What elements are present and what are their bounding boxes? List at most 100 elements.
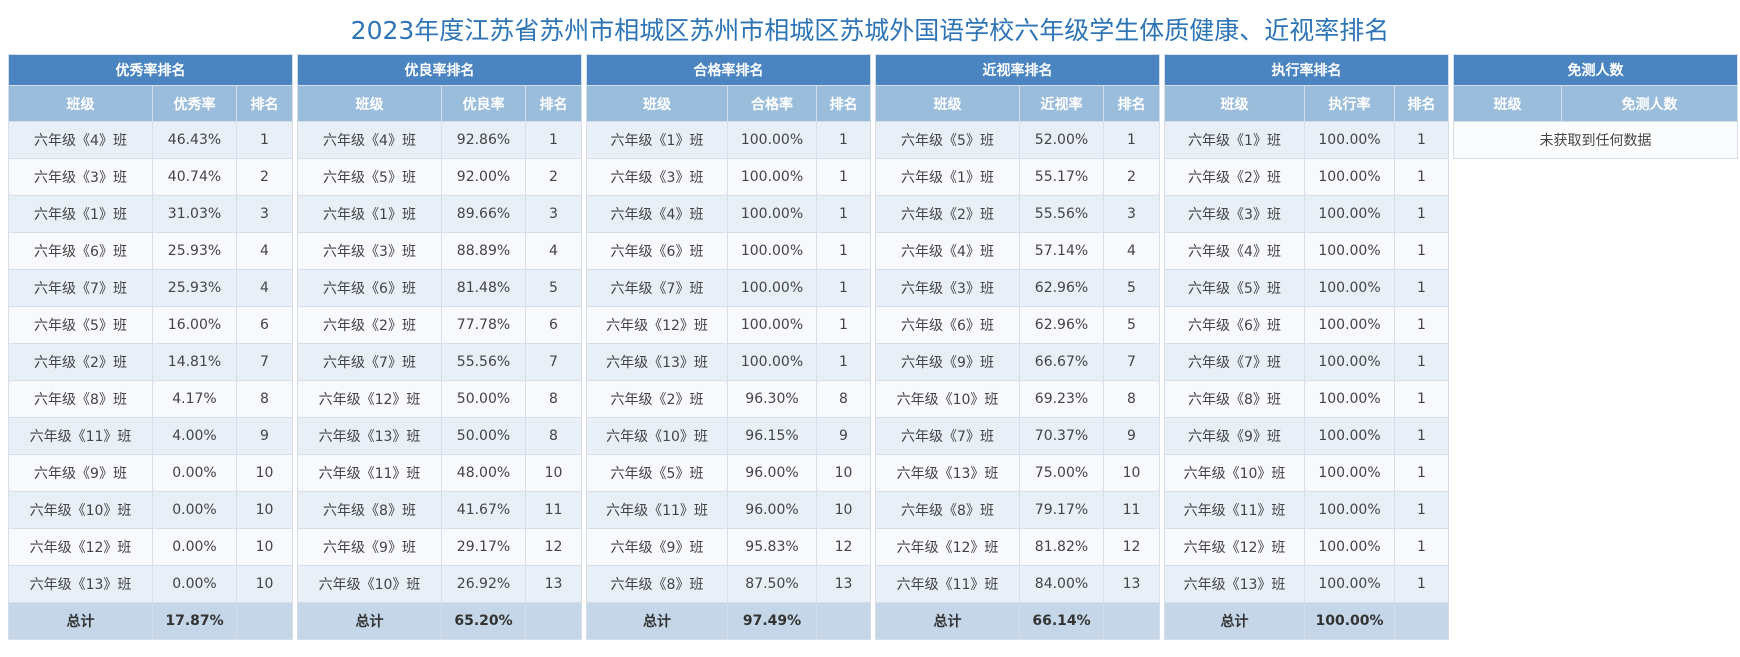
class-cell: 六年级《11》班: [586, 491, 728, 529]
rate-cell: 100.00%: [1304, 565, 1395, 603]
rate-cell: 70.37%: [1019, 417, 1104, 455]
table-row: 六年级《11》班 84.00% 13: [875, 565, 1161, 603]
rank-cell: 2: [1102, 158, 1161, 196]
table-row: 六年级《6》班 81.48% 5: [297, 269, 583, 307]
class-cell: 六年级《11》班: [1164, 491, 1305, 529]
table-row: 六年级《5》班 92.00% 2: [297, 158, 583, 196]
class-cell: 六年级《12》班: [875, 528, 1020, 566]
rate-cell: 100.00%: [727, 158, 817, 196]
rank-cell: 1: [1393, 306, 1450, 344]
table-row: 六年级《1》班 100.00% 1: [1164, 121, 1450, 159]
rank-cell: 8: [815, 380, 872, 418]
rank-cell: 10: [815, 491, 872, 529]
rank-cell: 9: [1102, 417, 1161, 455]
rate-cell: 62.96%: [1019, 306, 1104, 344]
table-row: 六年级《5》班 96.00% 10: [586, 454, 872, 492]
rank-cell: 1: [1393, 380, 1450, 418]
table-row: 六年级《3》班 62.96% 5: [875, 269, 1161, 307]
rate-cell: 100.00%: [727, 343, 817, 381]
rank-cell: 13: [1102, 565, 1161, 603]
rate-cell: 89.66%: [441, 195, 526, 233]
total-row: 总计 65.20%: [297, 602, 583, 640]
rate-cell: 95.83%: [727, 528, 817, 566]
rate-cell: 96.00%: [727, 454, 817, 492]
class-cell: 六年级《8》班: [875, 491, 1020, 529]
table-row: 六年级《9》班 66.67% 7: [875, 343, 1161, 381]
total-rate: 97.49%: [727, 602, 817, 640]
rate-cell: 77.78%: [441, 306, 526, 344]
column-header-class: 班级: [8, 85, 153, 122]
table-row: 六年级《9》班 0.00% 10: [8, 454, 294, 492]
rate-cell: 100.00%: [1304, 417, 1395, 455]
table-row: 六年级《10》班 0.00% 10: [8, 491, 294, 529]
class-cell: 六年级《5》班: [1164, 269, 1305, 307]
table-row: 六年级《1》班 89.66% 3: [297, 195, 583, 233]
rate-cell: 0.00%: [152, 454, 237, 492]
rate-cell: 100.00%: [1304, 269, 1395, 307]
rate-cell: 66.67%: [1019, 343, 1104, 381]
rank-cell: 12: [1102, 528, 1161, 566]
rate-cell: 14.81%: [152, 343, 237, 381]
rate-cell: 100.00%: [1304, 454, 1395, 492]
table-row: 六年级《2》班 77.78% 6: [297, 306, 583, 344]
rate-cell: 55.56%: [441, 343, 526, 381]
table-row: 六年级《13》班 100.00% 1: [586, 343, 872, 381]
rank-cell: 1: [1393, 195, 1450, 233]
table-row: 六年级《12》班 81.82% 12: [875, 528, 1161, 566]
table-row: 六年级《11》班 96.00% 10: [586, 491, 872, 529]
table-row: 六年级《4》班 46.43% 1: [8, 121, 294, 159]
rate-cell: 0.00%: [152, 528, 237, 566]
rate-cell: 88.89%: [441, 232, 526, 270]
table-row: 六年级《2》班 14.81% 7: [8, 343, 294, 381]
table-row: 六年级《12》班 0.00% 10: [8, 528, 294, 566]
table-row: 六年级《13》班 0.00% 10: [8, 565, 294, 603]
rate-cell: 100.00%: [1304, 158, 1395, 196]
column-header-rank: 排名: [235, 85, 294, 122]
rank-cell: 2: [235, 158, 294, 196]
class-cell: 六年级《13》班: [875, 454, 1020, 492]
table-row: 六年级《6》班 25.93% 4: [8, 232, 294, 270]
table-row: 六年级《11》班 100.00% 1: [1164, 491, 1450, 529]
rank-cell: 3: [1102, 195, 1161, 233]
rank-cell: 10: [235, 454, 294, 492]
rank-cell: 1: [524, 121, 583, 159]
table-row: 六年级《2》班 100.00% 1: [1164, 158, 1450, 196]
table-row: 六年级《4》班 57.14% 4: [875, 232, 1161, 270]
column-header-class: 班级: [1453, 85, 1562, 122]
table-row: 六年级《8》班 100.00% 1: [1164, 380, 1450, 418]
rate-cell: 100.00%: [1304, 232, 1395, 270]
class-cell: 六年级《9》班: [875, 343, 1020, 381]
table-row: 六年级《10》班 69.23% 8: [875, 380, 1161, 418]
rank-cell: 4: [235, 269, 294, 307]
rank-cell: 7: [235, 343, 294, 381]
class-cell: 六年级《10》班: [586, 417, 728, 455]
class-cell: 六年级《4》班: [8, 121, 153, 159]
table-row: 六年级《9》班 29.17% 12: [297, 528, 583, 566]
table-row: 六年级《13》班 75.00% 10: [875, 454, 1161, 492]
rank-cell: 1: [815, 232, 872, 270]
rate-cell: 100.00%: [1304, 380, 1395, 418]
rank-cell: 1: [815, 121, 872, 159]
column-header-rank: 排名: [815, 85, 872, 122]
class-cell: 六年级《9》班: [297, 528, 442, 566]
rank-cell: 9: [235, 417, 294, 455]
rate-cell: 100.00%: [1304, 343, 1395, 381]
rank-cell: 2: [524, 158, 583, 196]
rank-cell: 1: [1393, 343, 1450, 381]
column-header-rank: 排名: [1393, 85, 1450, 122]
class-cell: 六年级《2》班: [8, 343, 153, 381]
table-row: 六年级《4》班 92.86% 1: [297, 121, 583, 159]
rate-cell: 81.48%: [441, 269, 526, 307]
class-cell: 六年级《2》班: [586, 380, 728, 418]
pass-rate-table: 合格率排名 班级 合格率 排名 六年级《1》班 100.00% 1 六年级《3》班 10…: [585, 54, 872, 640]
total-row: 总计 17.87%: [8, 602, 294, 640]
column-header-rank: 排名: [1102, 85, 1161, 122]
table-row: 六年级《11》班 4.00% 9: [8, 417, 294, 455]
class-cell: 六年级《3》班: [586, 158, 728, 196]
table-row: 六年级《1》班 55.17% 2: [875, 158, 1161, 196]
total-rate: 100.00%: [1304, 602, 1395, 640]
table-body: 六年级《5》班 52.00% 1 六年级《1》班 55.17% 2 六年级《2》班 55.56…: [875, 121, 1161, 640]
table-body: 六年级《1》班 100.00% 1 六年级《3》班 100.00% 1 六年级《4》班 100…: [586, 121, 872, 640]
table-body: 六年级《1》班 100.00% 1 六年级《2》班 100.00% 1 六年级《3》班 100…: [1164, 121, 1450, 640]
rank-cell: 5: [524, 269, 583, 307]
